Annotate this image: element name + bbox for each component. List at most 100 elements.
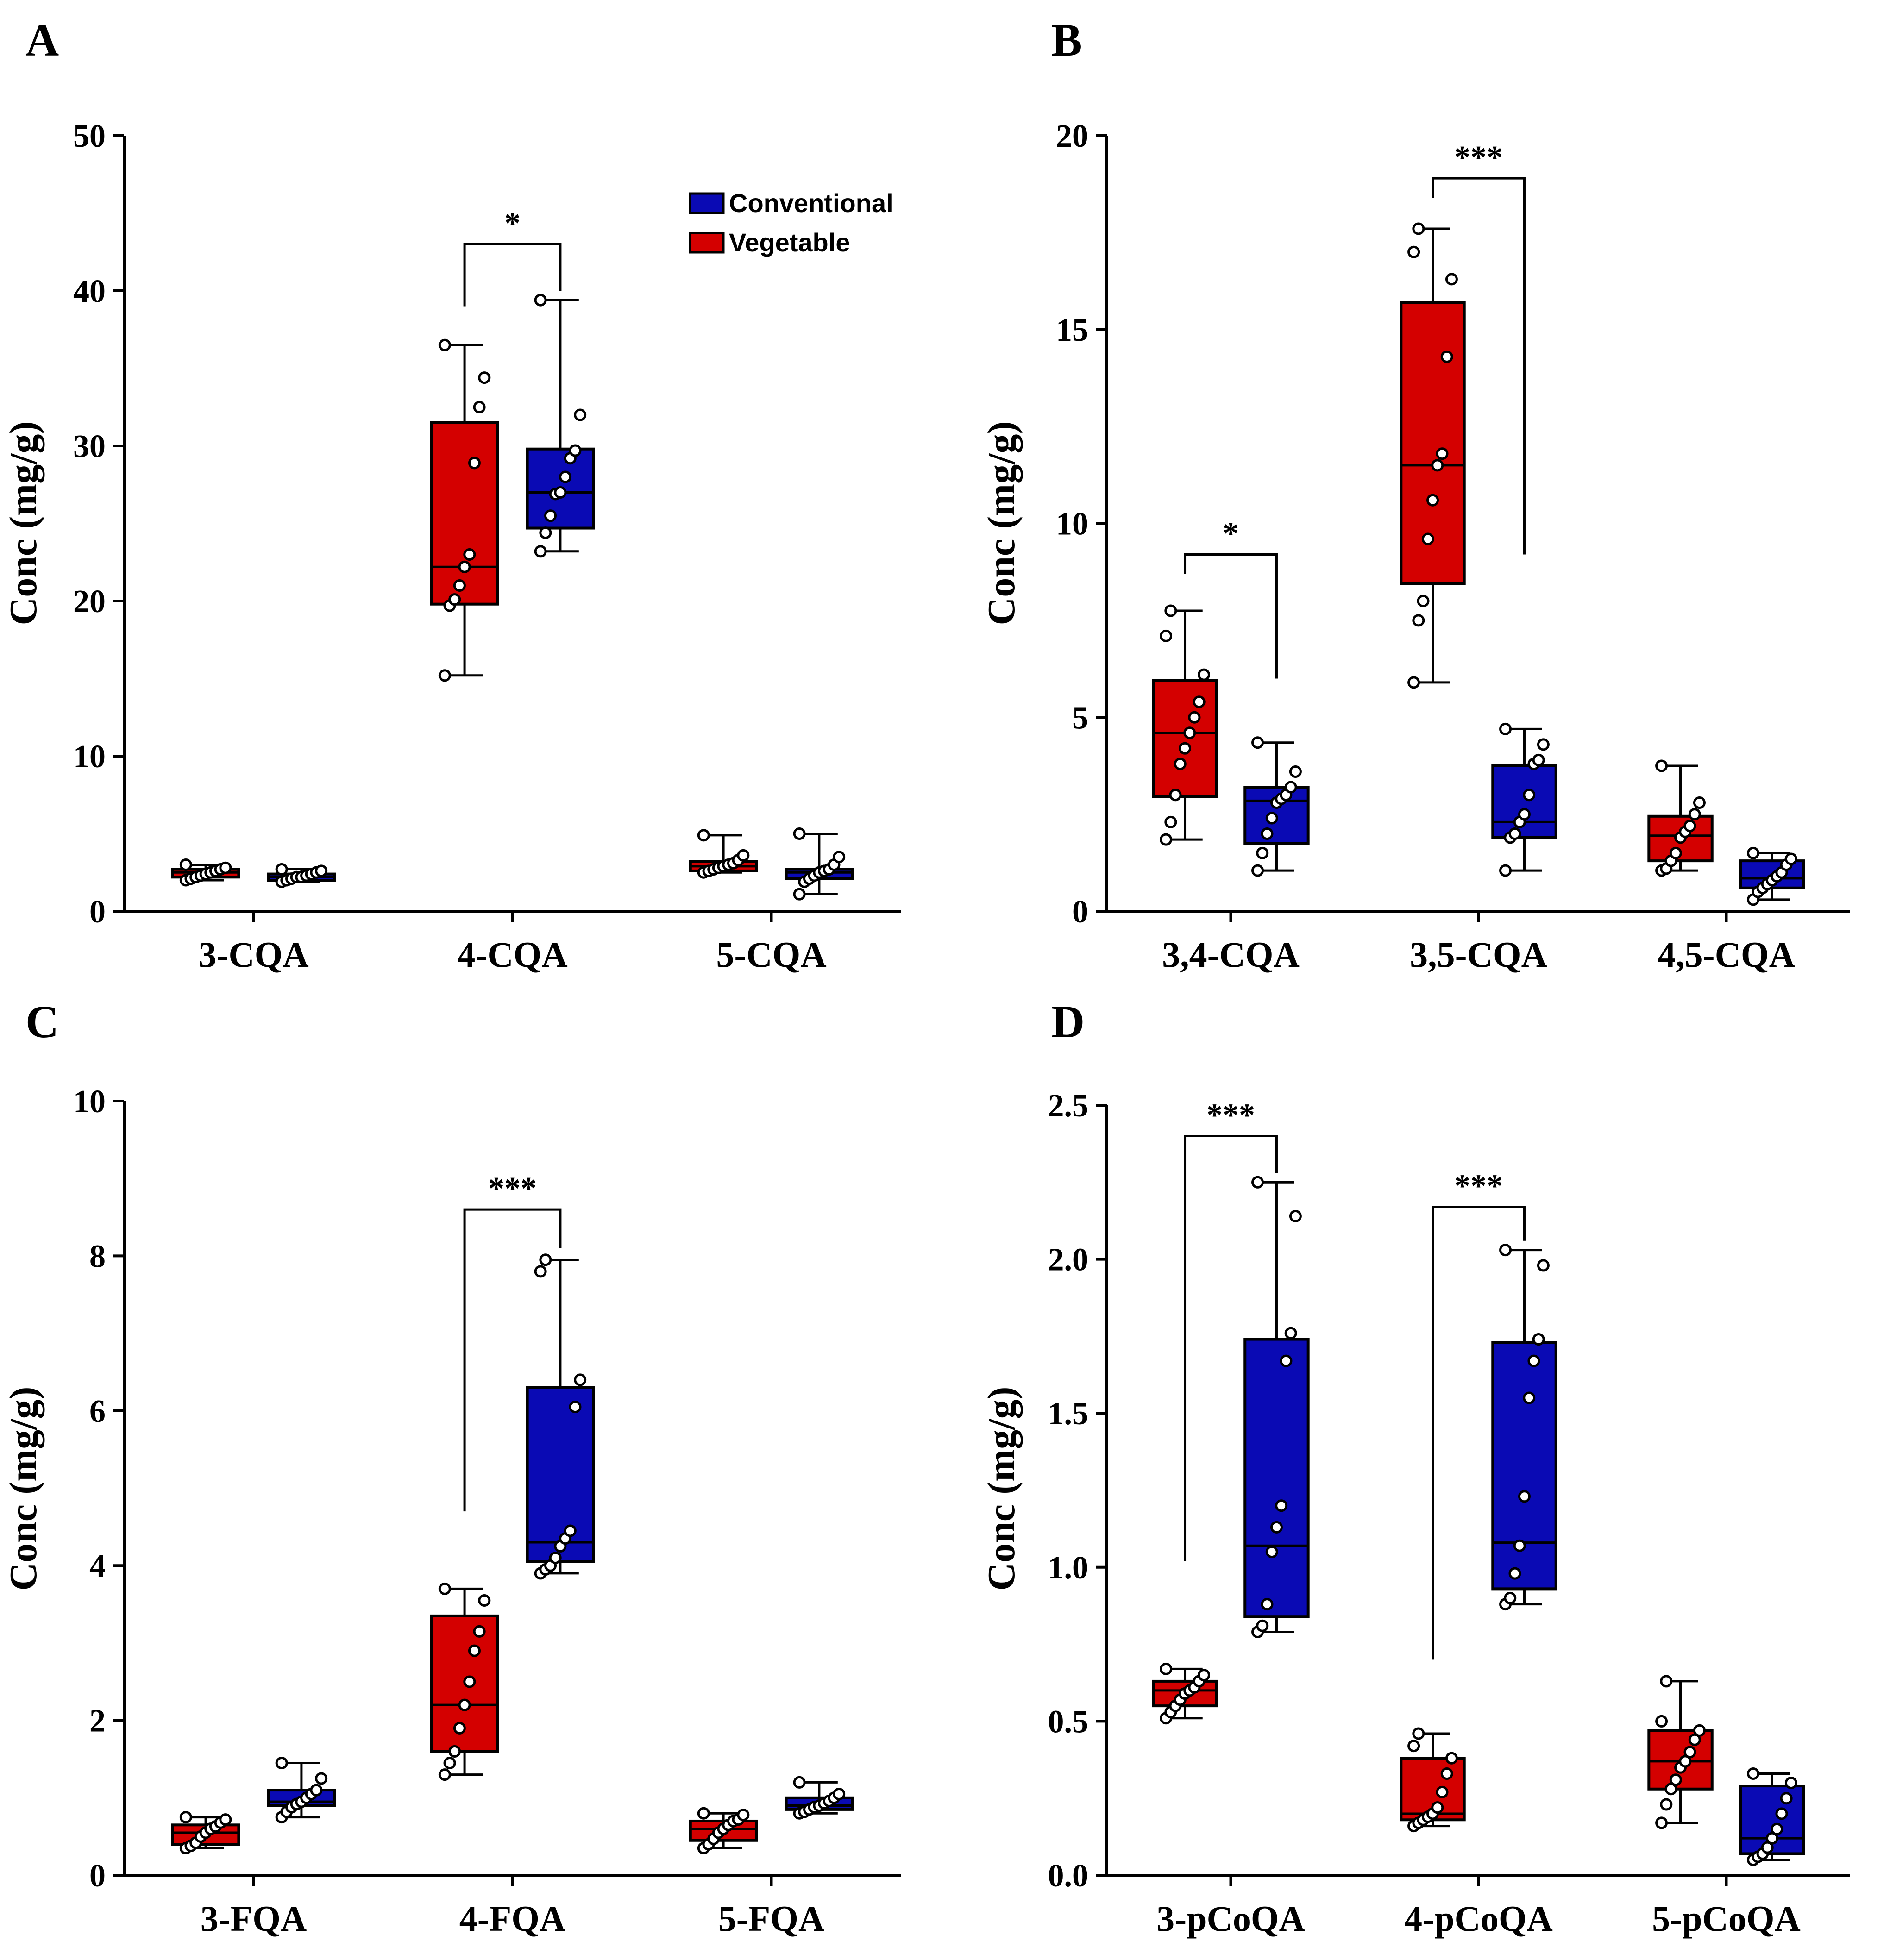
legend-label-vegetable: Vegetable [729, 228, 850, 257]
data-point [1445, 273, 1458, 286]
data-point [473, 1625, 486, 1638]
data-point [1683, 1746, 1696, 1759]
data-point [1160, 629, 1173, 642]
y-tick-label: 10 [73, 739, 106, 775]
data-point [1197, 668, 1210, 681]
y-tick-label: 50 [73, 119, 106, 154]
box-vegetable-5-cqa [689, 829, 758, 879]
data-point [1164, 815, 1177, 828]
data-point [1261, 1598, 1274, 1611]
data-point [1160, 833, 1173, 846]
data-point [574, 408, 587, 421]
data-point [559, 470, 572, 483]
x-tick-label: 5-CQA [716, 934, 826, 975]
box-vegetable-3,5-cqa [1400, 222, 1466, 689]
data-point [1284, 781, 1297, 794]
data-point [1688, 808, 1701, 821]
data-point [1693, 1724, 1706, 1737]
y-axis-label: Conc (mg/g) [980, 421, 1023, 626]
data-point [1537, 738, 1550, 751]
data-point [1669, 1773, 1682, 1786]
significance-bracket: * [1184, 516, 1278, 679]
box-vegetable-5-fqa [689, 1807, 758, 1854]
data-point [549, 1551, 562, 1564]
x-tick-label: 5-pCoQA [1652, 1898, 1801, 1939]
x-tick-label: 3,5-CQA [1410, 934, 1547, 975]
data-point [1193, 695, 1206, 708]
data-point [438, 338, 451, 351]
panel-letter: A [25, 14, 59, 66]
data-point [539, 526, 552, 539]
y-tick-label: 0 [89, 894, 106, 930]
bracket-line [1432, 177, 1526, 555]
data-point [1679, 1755, 1692, 1768]
x-tick-label: 5-FQA [718, 1898, 825, 1939]
significance-bracket: *** [1432, 1169, 1526, 1660]
significance-bracket: * [463, 206, 562, 307]
y-tick-label: 0 [89, 1858, 106, 1894]
y-tick-label: 5 [1072, 700, 1088, 736]
data-point [1164, 604, 1177, 617]
data-point [275, 863, 288, 876]
box-iqr [526, 447, 595, 530]
data-point [1169, 789, 1182, 802]
x-tick-label: 4-FQA [459, 1898, 566, 1939]
data-point [1265, 812, 1278, 825]
data-point [1407, 1740, 1420, 1753]
data-point [534, 294, 547, 307]
data-point [1280, 1354, 1293, 1367]
data-point [697, 1807, 710, 1820]
y-tick-label: 4 [89, 1548, 106, 1584]
data-point [1693, 796, 1706, 809]
data-point [1436, 1785, 1449, 1798]
y-tick-label: 30 [73, 429, 106, 464]
data-point [564, 1524, 577, 1537]
x-tick-label: 3-CQA [198, 934, 308, 975]
data-point [554, 486, 567, 499]
data-point [793, 888, 806, 901]
significance-label: *** [1206, 1098, 1255, 1133]
data-point [1537, 1259, 1550, 1272]
data-point [574, 1373, 587, 1386]
y-tick-label: 10 [73, 1084, 106, 1120]
data-point [833, 1787, 846, 1800]
data-point [1655, 759, 1668, 772]
x-tick-label: 4,5-CQA [1658, 934, 1795, 975]
data-point [544, 509, 557, 522]
data-point [179, 1811, 192, 1824]
panel-letter: C [25, 996, 59, 1047]
y-axis-label: Conc (mg/g) [2, 1387, 45, 1591]
data-point [1179, 742, 1192, 755]
data-point [1284, 1327, 1297, 1340]
data-point [1431, 459, 1444, 472]
data-point [1160, 1662, 1173, 1675]
box-vegetable-3-cqa [171, 858, 240, 887]
box-conventional-5-fqa [785, 1776, 854, 1820]
data-point [1407, 676, 1420, 689]
y-axis-label: Conc (mg/g) [2, 421, 45, 626]
data-point [1197, 1669, 1210, 1682]
box-iqr [526, 1386, 595, 1563]
data-point [1664, 1783, 1677, 1796]
data-point [1407, 245, 1420, 258]
y-tick-label: 8 [89, 1239, 106, 1274]
panel-letter: D [1051, 996, 1085, 1047]
data-point [1183, 726, 1196, 739]
y-tick-label: 2.5 [1048, 1088, 1089, 1124]
data-point [453, 1722, 466, 1735]
data-point [1504, 1591, 1517, 1604]
data-point [1508, 1567, 1521, 1580]
significance-label: *** [1454, 140, 1503, 175]
data-point [1518, 808, 1531, 821]
data-point [1527, 1354, 1540, 1367]
significance-label: * [504, 206, 521, 242]
bracket-line [463, 1208, 562, 1512]
y-tick-label: 1.0 [1048, 1550, 1089, 1586]
y-tick-label: 20 [73, 584, 106, 620]
x-tick-label: 4-pCoQA [1404, 1898, 1553, 1939]
box-conventional-5-pcoqa [1739, 1767, 1805, 1866]
data-point [1660, 1798, 1673, 1811]
data-point [1256, 846, 1269, 859]
data-point [1412, 614, 1425, 627]
bracket-line [1432, 1206, 1526, 1660]
